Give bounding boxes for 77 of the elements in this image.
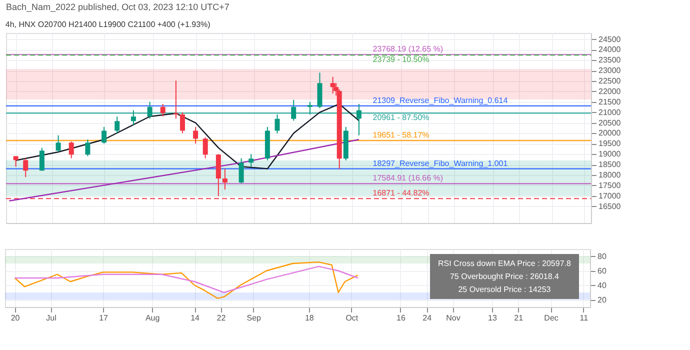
candlestick xyxy=(160,103,166,118)
candlestick xyxy=(248,154,254,168)
line-series xyxy=(14,266,359,294)
y-tick-label: 16500 xyxy=(598,202,622,211)
y-tick-label: 24500 xyxy=(598,34,622,44)
candlestick xyxy=(356,103,362,136)
candlestick xyxy=(202,136,208,159)
chart-title: 4h, HNX O20700 H21400 L19900 C21100 +400 (+1.93%) xyxy=(5,20,211,29)
ref-line-label: 16871 - 44.82% xyxy=(372,188,430,198)
x-tick-label: Nov xyxy=(446,314,460,322)
candlestick xyxy=(317,72,322,109)
candlestick xyxy=(56,134,61,153)
y-tick-label: 21000 xyxy=(598,108,622,117)
candlestick xyxy=(216,154,221,197)
y-tick-label: 19500 xyxy=(598,139,622,148)
y-tick-label: 23000 xyxy=(598,66,622,76)
candlestick xyxy=(39,147,44,172)
x-tick-label: 13 xyxy=(488,314,498,322)
ref-line-label: 21309_Reverse_Fibo_Warning_0.614 xyxy=(372,96,508,105)
x-tick-label: 17 xyxy=(99,314,109,322)
x-tick-label: 21 xyxy=(514,314,524,322)
y-tick-label: 40 xyxy=(598,280,607,290)
ref-line-label: 23768.19 (12.65 %) xyxy=(372,44,444,54)
x-tick-label: 24 xyxy=(422,314,432,322)
candlestick xyxy=(238,158,244,184)
candlestick xyxy=(114,116,120,134)
x-tick-label: Dec xyxy=(544,314,558,322)
x-tick-label: Jul xyxy=(46,314,57,322)
ref-line-label: 17584.91 (16.66 %) xyxy=(372,174,444,183)
candlestick xyxy=(173,80,178,120)
candlestick xyxy=(222,168,228,190)
candlestick xyxy=(274,114,280,134)
x-tick-label: Aug xyxy=(145,314,160,322)
x-tick-label: 18 xyxy=(304,314,314,322)
candlestick xyxy=(307,101,312,115)
y-tick-label: 20000 xyxy=(598,128,622,138)
x-tick-label: 14 xyxy=(190,314,200,322)
candlestick xyxy=(68,141,74,159)
candlestick xyxy=(180,112,185,134)
x-tick-label: Sep xyxy=(246,314,262,322)
y-tick-label: 23500 xyxy=(598,56,622,65)
annotation: 75 Overbought Price : 26018.4 xyxy=(448,271,560,283)
candlestick xyxy=(291,99,296,122)
candlestick xyxy=(147,101,152,120)
ref-line-label: 23739 - 10.50% xyxy=(372,55,430,64)
candlestick xyxy=(330,76,336,94)
annotation: 25 Oversold Price : 14253 xyxy=(457,284,552,296)
ref-line-label: 20961 - 87.50% xyxy=(372,113,430,122)
candlestick xyxy=(13,156,18,168)
ref-line-label: 19651 - 58.17% xyxy=(372,130,430,140)
y-tick-label: 17000 xyxy=(598,191,622,200)
x-tick-label: 11 xyxy=(580,314,589,322)
candlestick xyxy=(130,110,136,126)
ref-line-label: 18297_Reverse_Fibo_Warning_1.001 xyxy=(372,158,508,168)
y-tick-label: 80 xyxy=(598,252,607,261)
y-tick-label: 24000 xyxy=(598,45,622,54)
y-tick-label: 22500 xyxy=(598,76,622,86)
y-tick-label: 18500 xyxy=(598,160,622,170)
candlestick xyxy=(102,126,107,144)
y-tick-label: 20500 xyxy=(598,118,622,128)
y-tick-label: 17500 xyxy=(598,180,622,190)
x-tick-label: Oct xyxy=(346,314,359,322)
y-tick-label: 19000 xyxy=(598,150,622,159)
x-tick-label: 22 xyxy=(216,314,226,322)
candlestick xyxy=(85,138,90,157)
x-tick-label: 16 xyxy=(396,314,406,322)
y-tick-label: 18000 xyxy=(598,170,622,180)
candlestick xyxy=(23,158,28,178)
y-tick-label: 20 xyxy=(598,295,607,304)
y-tick-label: 22000 xyxy=(598,86,622,96)
x-tick-label: 20 xyxy=(10,314,20,322)
y-tick-label: 21500 xyxy=(598,97,622,106)
y-tick-label: 60 xyxy=(598,266,607,276)
line-series xyxy=(14,261,359,299)
text: Bach_Nam_2022 published, Oct 03, 2023 12:10 UTC+7 xyxy=(5,1,230,14)
annotation: RSI Cross down EMA Price : 20597.8 xyxy=(438,258,571,270)
candlestick xyxy=(193,126,198,144)
